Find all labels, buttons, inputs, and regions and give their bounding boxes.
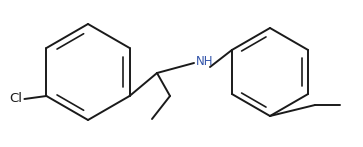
Text: NH: NH (196, 55, 213, 68)
Text: Cl: Cl (9, 92, 23, 106)
